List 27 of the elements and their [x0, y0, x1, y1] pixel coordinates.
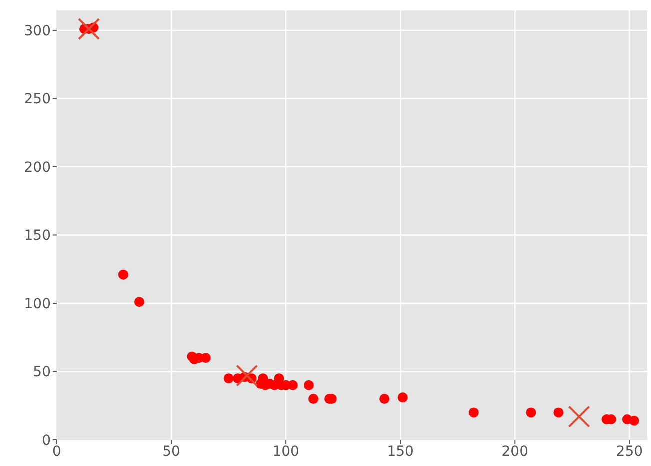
y-tick-label: 200: [24, 160, 51, 176]
point: [78, 18, 100, 40]
point: [236, 364, 258, 387]
x-tick-label: 50: [162, 444, 180, 460]
point: [118, 270, 128, 280]
x-tick-label: 250: [616, 444, 644, 460]
point: [629, 416, 640, 426]
x-tick-label: 150: [387, 444, 414, 460]
y-tick-label: 150: [24, 228, 51, 244]
point: [134, 297, 144, 308]
point: [468, 408, 479, 418]
point: [526, 408, 536, 418]
point: [308, 394, 319, 404]
point: [304, 380, 314, 390]
point: [568, 406, 590, 428]
x-tick-label: 200: [502, 444, 529, 460]
point: [554, 408, 564, 418]
point: [398, 392, 408, 403]
y-tick-label: 100: [24, 296, 51, 312]
x-tick-label: 100: [272, 444, 300, 460]
y-tick-label: 50: [33, 364, 51, 381]
y-tick-label: 0: [42, 432, 51, 449]
y-tick-label: 250: [24, 92, 51, 108]
point: [380, 394, 390, 404]
x-tick-label: 0: [52, 444, 62, 460]
y-tick-label: 300: [24, 23, 51, 40]
point: [224, 374, 234, 384]
